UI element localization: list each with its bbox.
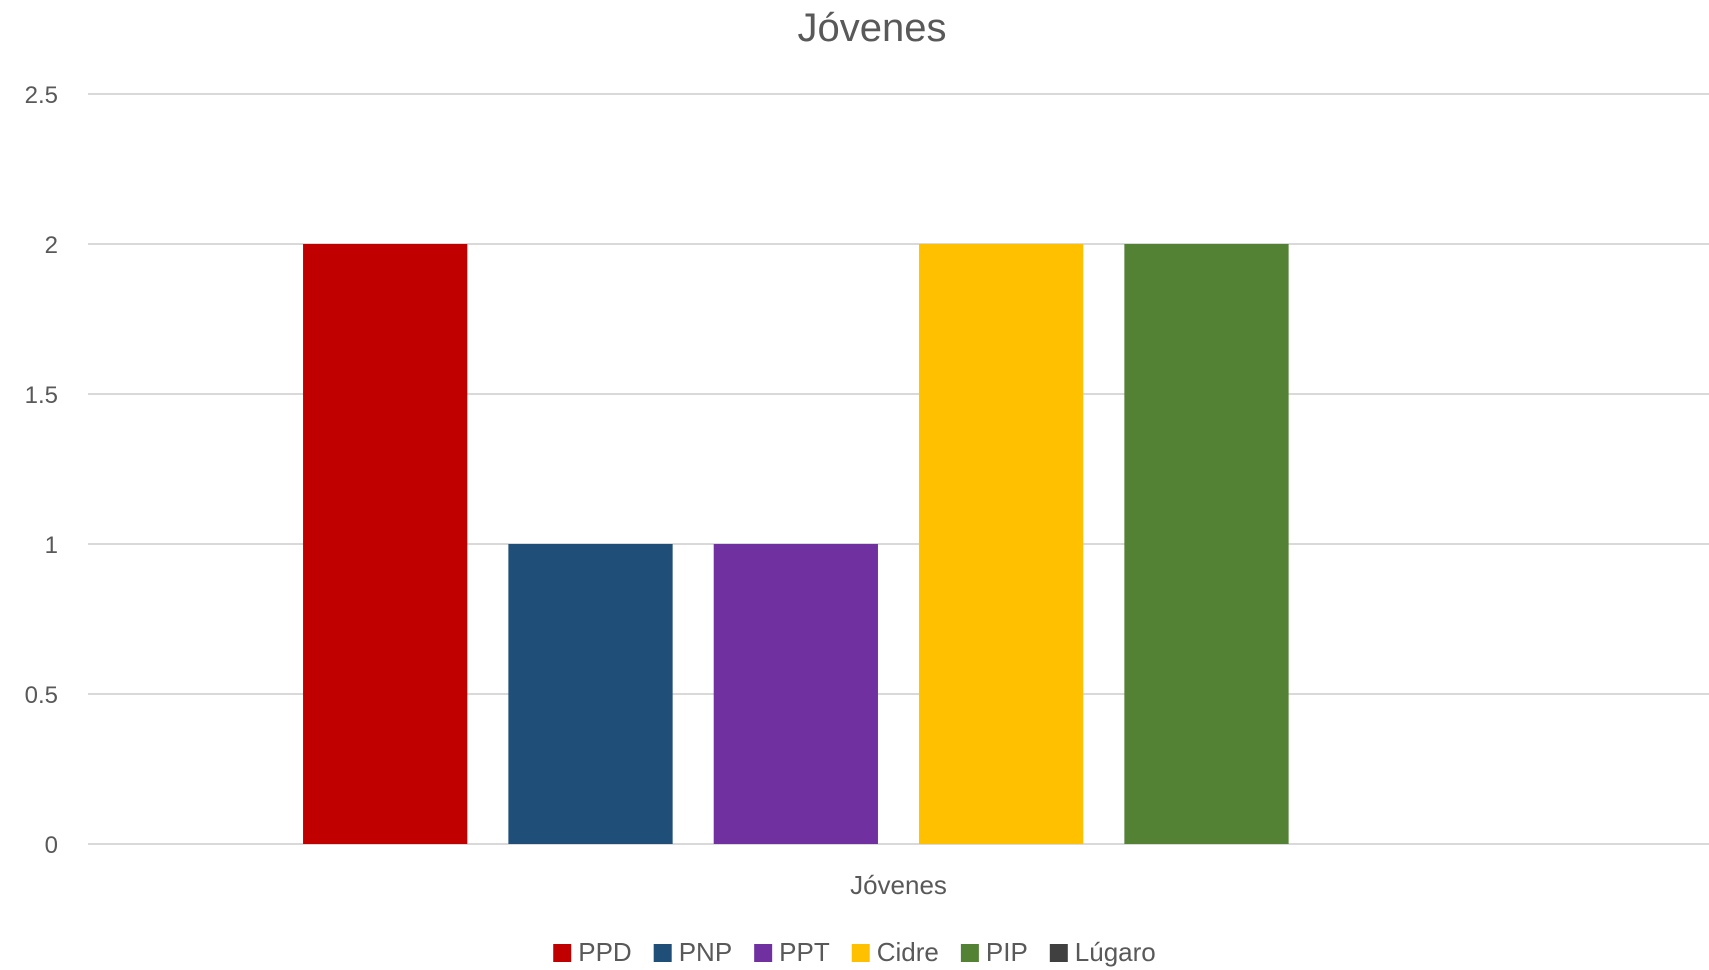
x-category-label: Jóvenes [850, 870, 947, 900]
bar-pip [1124, 244, 1289, 844]
bar-cidre [919, 244, 1084, 844]
legend-item: Cidre [851, 937, 939, 967]
chart-title: Jóvenes [798, 6, 947, 50]
legend-swatch [653, 944, 672, 962]
bar-ppd [303, 244, 468, 844]
legend: PPD PNP PPT Cidre PIP Lúgaro [553, 937, 1156, 967]
legend-swatch [960, 944, 979, 962]
legend-label: PPT [779, 937, 830, 967]
legend-item: PIP [960, 937, 1028, 967]
legend-item: PPD [553, 937, 632, 967]
legend-item: Lúgaro [1049, 937, 1156, 967]
bar-ppt [713, 544, 878, 844]
legend-label: PIP [986, 937, 1028, 967]
legend-swatch [1049, 944, 1068, 962]
y-tick-label: 0.5 [25, 682, 58, 709]
y-tick-label: 2.5 [25, 82, 58, 109]
legend-swatch [553, 944, 572, 962]
y-tick-label: 1.5 [25, 382, 58, 409]
y-tick-label: 1 [45, 532, 58, 559]
y-axis-tick-labels: 0 0.5 1 1.5 2 2.5 [25, 82, 58, 859]
legend-swatch [851, 944, 870, 962]
legend-label: Cidre [877, 937, 939, 967]
x-axis-category-labels: Jóvenes [850, 870, 947, 900]
legend-label: Lúgaro [1075, 937, 1156, 967]
bars [303, 244, 1289, 844]
legend-swatch [754, 944, 773, 962]
bar-pnp [508, 544, 673, 844]
legend-item: PNP [653, 937, 732, 967]
y-tick-label: 2 [45, 232, 58, 259]
legend-item: PPT [754, 937, 830, 967]
legend-label: PNP [679, 937, 732, 967]
y-tick-label: 0 [45, 832, 58, 859]
legend-label: PPD [578, 937, 631, 967]
